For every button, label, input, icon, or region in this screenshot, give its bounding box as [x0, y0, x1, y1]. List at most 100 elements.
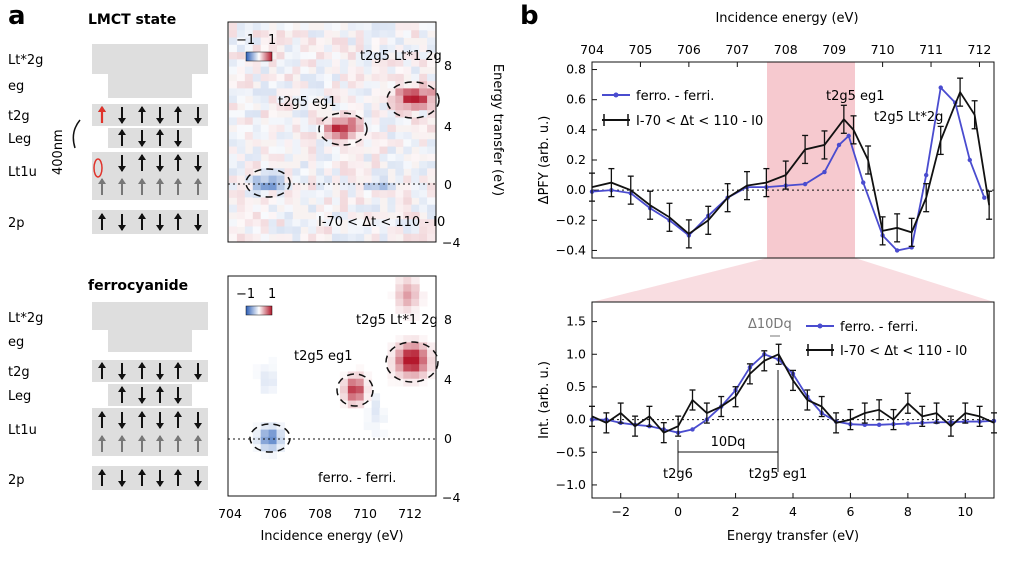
heat-cell — [419, 139, 428, 148]
heat-cell — [284, 73, 293, 82]
heat-cell — [308, 182, 317, 191]
heat-cell — [427, 73, 436, 82]
heat-cell — [371, 23, 381, 31]
heat-cell — [324, 168, 333, 177]
heat-cell — [371, 233, 381, 242]
heat-cell — [300, 110, 309, 118]
heat-cell — [355, 364, 365, 372]
feature-circle — [385, 341, 439, 383]
spin-arrow-head — [174, 154, 182, 160]
heat-cell — [387, 349, 396, 358]
heat-cell — [379, 429, 388, 438]
tick-label: 712 — [398, 506, 422, 521]
heat-cell — [395, 59, 404, 68]
heat-cell — [347, 226, 357, 235]
heat-cell — [427, 182, 436, 191]
heat-cell — [300, 66, 309, 75]
heat-cell — [395, 335, 404, 343]
heat-cell — [427, 211, 436, 220]
heat-cell — [260, 378, 270, 387]
heat-cell — [268, 436, 278, 445]
heat-cell — [379, 117, 388, 126]
heat-cell — [411, 153, 420, 162]
heat-cell — [379, 168, 388, 177]
heat-cell — [427, 161, 436, 169]
heat-cell — [395, 44, 404, 53]
heat-cell — [316, 233, 325, 242]
annotation-teg: t2g5 eg1 — [294, 349, 353, 364]
legend-black: I-70 < Δt < 110 - I0 — [840, 344, 967, 359]
heat-cell — [236, 182, 246, 191]
heat-cell — [411, 204, 420, 213]
heat-cell — [268, 371, 278, 380]
heat-cell — [411, 226, 420, 235]
heat-cell — [229, 102, 238, 111]
heat-cell — [276, 30, 285, 39]
heat-cell — [260, 422, 270, 431]
heat-cell — [324, 153, 333, 162]
heat-cell — [379, 175, 388, 184]
x-tick-label: 6 — [846, 504, 854, 519]
heat-cell — [411, 335, 420, 343]
y-axis-label: Energy transfer (eV) — [490, 64, 505, 196]
heat-cell — [316, 30, 325, 39]
heat-cell — [363, 117, 373, 126]
colorbar-min: −1 — [236, 33, 255, 48]
heat-cell — [371, 30, 381, 39]
spin-arrow-head — [118, 225, 126, 231]
spin-arrow-head — [138, 435, 146, 441]
heat-cell — [371, 182, 381, 191]
heat-cell — [316, 211, 325, 220]
x-tick-label: 0 — [674, 504, 682, 519]
heat-cell — [355, 30, 365, 39]
legend-black: I-70 < Δt < 110 - I0 — [636, 114, 763, 129]
heat-cell — [427, 204, 436, 213]
heat-cell — [316, 153, 325, 162]
heat-cell — [355, 182, 365, 191]
heat-cell — [260, 197, 270, 206]
heat-cell — [276, 175, 285, 184]
heat-cell — [371, 190, 381, 198]
annotation-teg: t2g5 eg1 — [826, 89, 885, 104]
heat-cell — [363, 415, 373, 423]
heat-cell — [324, 219, 333, 227]
heat-cell — [316, 204, 325, 213]
heat-cell — [332, 102, 341, 111]
heat-cell — [419, 335, 428, 343]
heat-cell — [324, 175, 333, 184]
heat-cell — [252, 44, 262, 53]
spin-arrow-head — [138, 411, 146, 417]
legend-blue: ferro. - ferri. — [840, 320, 918, 335]
heat-cell — [268, 37, 278, 46]
heat-cell — [276, 182, 285, 191]
heat-cell — [244, 30, 254, 39]
heat-cell — [300, 168, 309, 177]
heat-cell — [229, 37, 238, 46]
heat-cell — [411, 349, 420, 358]
legend-blue: ferro. - ferri. — [636, 89, 714, 104]
heat-cell — [308, 132, 317, 140]
heat-cell — [308, 219, 317, 227]
tick-label: 8 — [444, 58, 452, 73]
heat-cell — [268, 44, 278, 53]
heat-cell — [268, 211, 278, 220]
heat-cell — [268, 190, 278, 198]
heat-cell — [229, 66, 238, 75]
heat-cell — [244, 102, 254, 111]
heat-cell — [395, 168, 404, 177]
heat-cell — [332, 117, 341, 126]
heat-cell — [339, 81, 349, 89]
legend-marker-blue — [817, 323, 823, 329]
heat-cell — [379, 139, 388, 148]
heat-cell — [244, 73, 254, 82]
heat-cell — [276, 226, 285, 235]
heat-cell — [347, 132, 357, 140]
heat-cell — [419, 110, 428, 118]
heat-cell — [355, 161, 365, 169]
heat-cell — [300, 197, 309, 206]
heat-cell — [403, 197, 412, 206]
heat-cell — [268, 30, 278, 39]
x-tick-label: 708 — [774, 42, 798, 57]
heat-cell — [236, 81, 246, 89]
heat-cell — [363, 30, 373, 39]
